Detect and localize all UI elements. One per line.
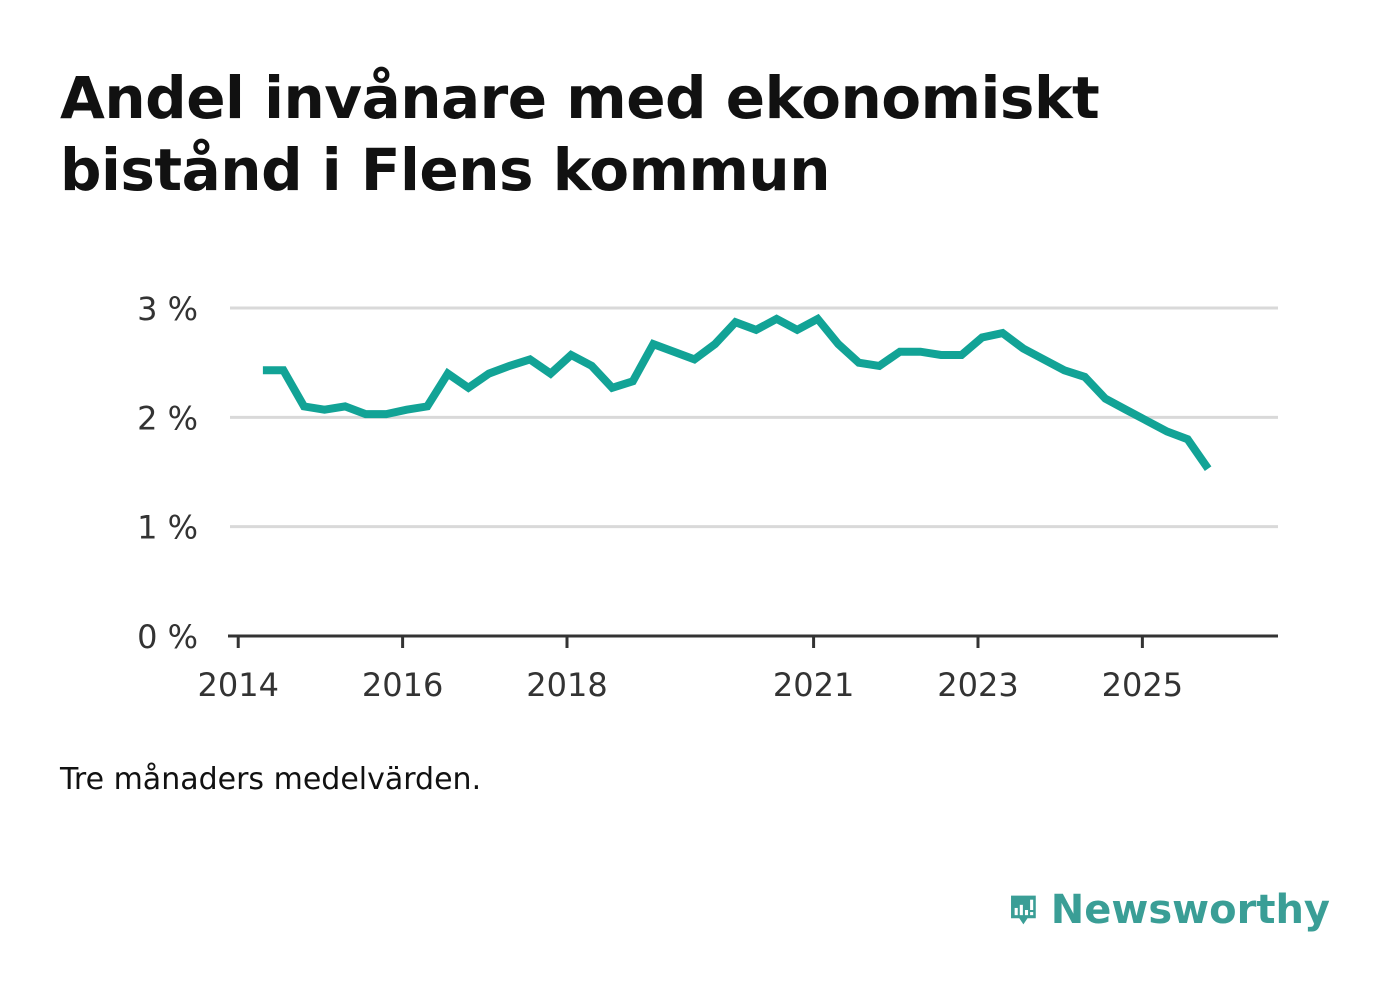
brand-name: Newsworthy (1050, 887, 1330, 933)
y-tick-label: 0 % (137, 618, 198, 656)
x-tick-label: 2016 (362, 666, 443, 704)
y-tick-label: 1 % (137, 509, 198, 547)
y-tick-label: 2 % (137, 399, 198, 437)
y-tick-label: 3 % (137, 290, 198, 328)
x-tick-label: 2018 (526, 666, 607, 704)
newsworthy-bar-chart-icon (1011, 895, 1036, 925)
chart-note: Tre månaders medelvärden. (60, 762, 482, 797)
x-tick-label: 2023 (937, 666, 1018, 704)
x-tick-label: 2021 (773, 666, 854, 704)
page-title: Andel invånare med ekonomiskt bistånd i … (60, 64, 1100, 204)
brand-logo: Newsworthy (1010, 878, 1330, 942)
x-tick-label: 2014 (198, 666, 279, 704)
x-tick-label: 2025 (1102, 666, 1183, 704)
series-line (262, 313, 1212, 471)
